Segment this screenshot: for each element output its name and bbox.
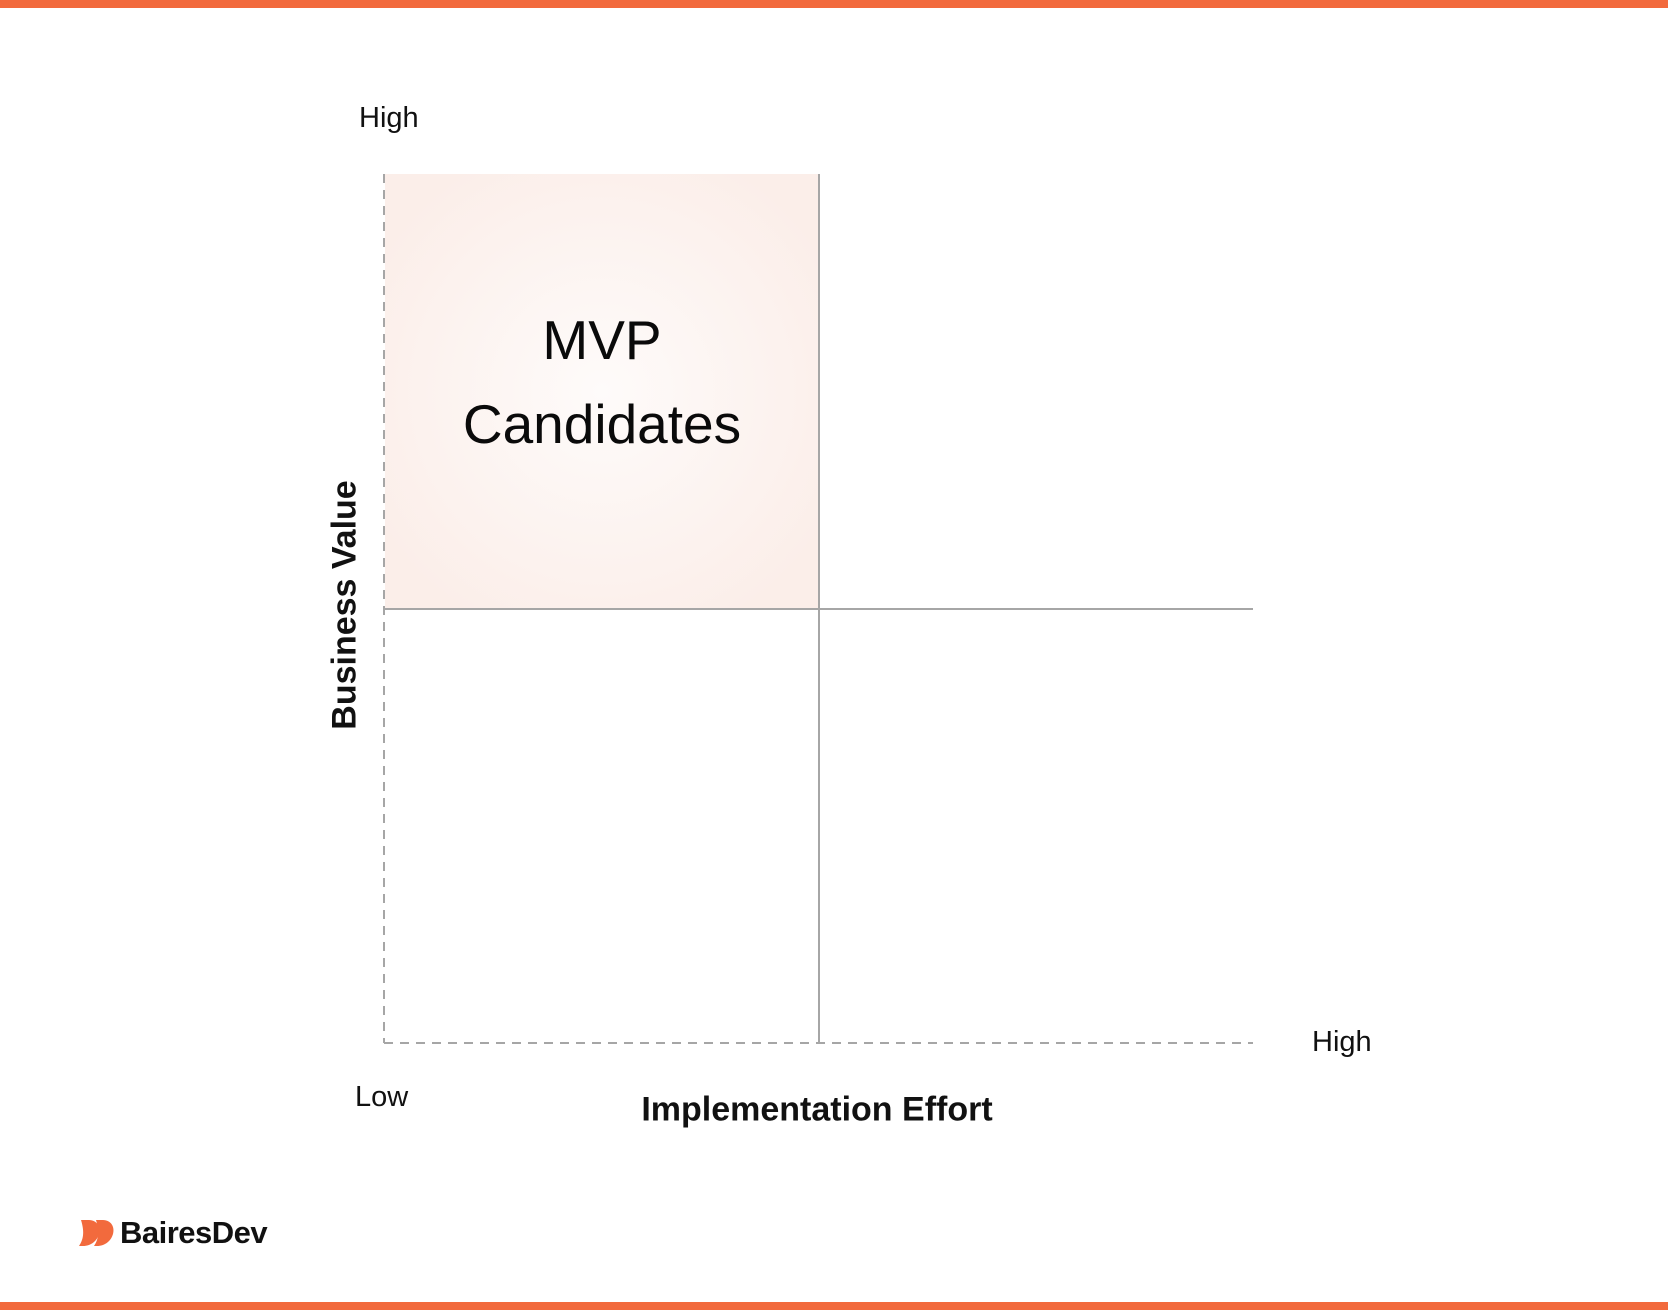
bairesdev-logo-icon: [79, 1220, 114, 1246]
brand-name: BairesDev: [120, 1215, 268, 1250]
y-axis-title: Business Value: [325, 480, 364, 730]
x-axis-title: Implementation Effort: [641, 1090, 993, 1129]
mvp-quadrant-title-line2: Candidates: [462, 393, 742, 455]
y-axis-high-label: High: [359, 102, 419, 134]
bottom-accent-bar: [0, 1302, 1668, 1310]
x-axis-low-label: Low: [355, 1081, 409, 1113]
x-axis-high-label: High: [1312, 1026, 1372, 1058]
mvp-quadrant-title: MVP Candidates: [385, 298, 819, 466]
mvp-quadrant-title-line1: MVP: [542, 309, 662, 371]
top-accent-bar: [0, 0, 1668, 8]
logo-shape-left: [79, 1220, 100, 1246]
brand-logo: BairesDev: [78, 1215, 268, 1250]
mvp-quadrant-highlight: [385, 174, 819, 609]
logo-shape-right: [94, 1220, 114, 1246]
